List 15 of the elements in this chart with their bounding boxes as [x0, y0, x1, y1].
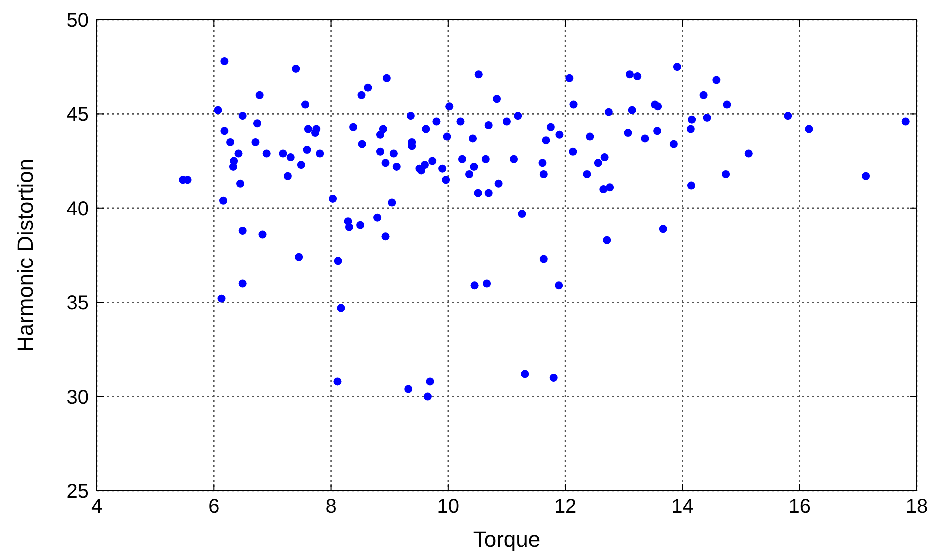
x-tick-label: 8: [326, 496, 337, 518]
y-tick-label: 50: [66, 10, 89, 32]
x-tick-label: 16: [788, 496, 811, 518]
x-tick-label: 14: [672, 496, 694, 518]
x-tick-label: 10: [437, 496, 460, 518]
y-tick-label: 25: [66, 481, 89, 503]
y-axis-title: Harmonic Distortion: [13, 158, 38, 352]
y-tick-label: 40: [66, 198, 89, 220]
y-tick-label: 35: [66, 292, 89, 315]
x-tick-label: 6: [208, 496, 220, 518]
x-tick-label: 18: [906, 496, 928, 518]
x-tick-label: 4: [91, 496, 103, 518]
y-tick-label: 45: [66, 104, 89, 126]
x-tick-label: 12: [554, 496, 577, 518]
y-tick-label: 30: [66, 386, 89, 409]
